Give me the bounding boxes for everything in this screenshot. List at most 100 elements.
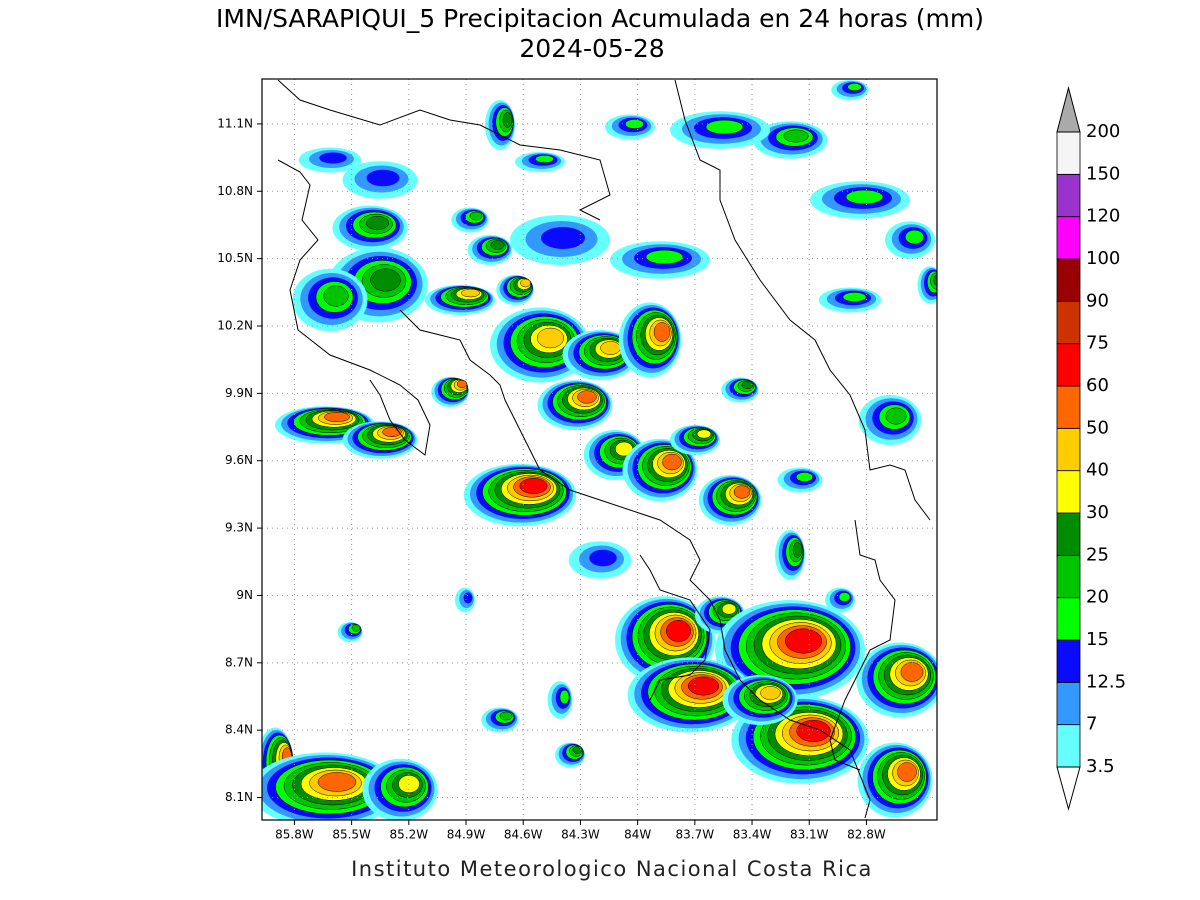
rain-cell [577,390,597,404]
coastlines [277,79,931,819]
y-tick-label: 9.3N [225,521,253,535]
rain-cell [519,478,548,494]
rain-cell [625,119,644,129]
footer: Instituto Meteorologico Nacional Costa R… [351,857,873,881]
colorbar-under [1056,766,1081,811]
rain-cell [541,227,585,249]
x-tick-label: 85.5W [332,828,371,842]
rain-cell [366,216,389,230]
colorbar-label: 12.5 [1086,671,1126,692]
rain-cell [845,189,884,205]
coastline [674,79,931,521]
colorbar-label: 200 [1086,121,1120,142]
rain-cell [733,485,751,499]
rain-cell [662,453,682,471]
rain-cell [796,720,831,742]
map-frame [261,78,938,821]
coastline [639,554,711,701]
rain-cell [351,624,361,632]
rain-cell [589,549,617,567]
rain-cell [469,211,483,221]
rain-cell [792,542,803,558]
rain-cell [842,292,867,302]
colorbar-label: 50 [1086,417,1109,438]
rain-cell [490,240,505,250]
colorbar-segment [1056,597,1081,641]
colorbar-segment [1056,681,1081,726]
rain-cell [520,278,531,288]
rain-cell [705,119,744,135]
coastline [399,309,871,819]
rain-cell [795,472,814,482]
x-tick-label: 84.3W [561,828,600,842]
rain-cell [885,407,907,425]
colorbar-label: 20 [1086,587,1109,608]
rain-cell [499,711,513,721]
y-tick-label: 9N [236,588,253,602]
rain-cell [460,288,481,298]
colorbar-label: 60 [1086,375,1109,396]
rain-cell [760,686,781,700]
y-tick-label: 10.8N [217,184,253,198]
rain-cell [721,603,737,615]
colorbar-label: 25 [1086,544,1109,565]
colorbar-label: 100 [1086,248,1120,269]
colorbar-label: 75 [1086,333,1109,354]
precipitation-field [262,80,937,820]
rain-cell [535,155,554,163]
rain-cell [370,268,401,292]
colorbar-segment [1056,300,1081,345]
x-tick-label: 84.6W [504,828,543,842]
colorbar-segment [1056,639,1081,683]
colorbar-segment [1056,258,1081,302]
rain-cell [897,762,917,782]
rain-cell [323,285,349,307]
rain-cell [838,592,851,602]
colorbar-segment [1056,724,1081,768]
colorbar-segment [1056,427,1081,472]
x-tick-label: 85.2W [390,828,429,842]
x-tick-label: 85.8W [275,828,314,842]
colorbar-segment [1056,131,1081,175]
rain-cell [905,229,924,245]
rain-cell [559,689,570,705]
colorbar-segment [1056,343,1081,387]
grid [262,79,937,820]
y-tick-label: 8.1N [225,790,253,804]
colorbar-over [1056,86,1081,133]
rain-cell [502,112,513,128]
rain-cell [653,322,671,342]
rain-cell [572,746,583,754]
x-tick-label: 84.9W [447,828,486,842]
rain-cell [900,662,924,682]
y-tick-label: 8.7N [225,655,253,669]
rain-cell [319,152,347,164]
y-tick-label: 8.4N [225,723,253,737]
rain-cell [600,341,621,355]
rain-cell [783,129,809,143]
colorbar-label: 120 [1086,206,1120,227]
rain-cell [463,592,473,604]
x-tick-label: 84W [624,828,651,842]
colorbar-label: 150 [1086,163,1120,184]
x-tick-label: 82.8W [847,828,886,842]
y-tick-label: 10.2N [217,319,253,333]
colorbar-segment [1056,173,1081,218]
rain-cell [741,381,754,389]
coastline [277,79,611,221]
y-tick-label: 10.5N [217,251,253,265]
x-tick-label: 83.1W [790,828,829,842]
rain-cell [366,169,400,187]
colorbar-label: 7 [1086,714,1097,735]
y-tick-label: 9.9N [225,386,253,400]
colorbar-label: 15 [1086,629,1109,650]
rain-cell [324,412,350,422]
colorbar-label: 3.5 [1086,756,1115,777]
colorbar-label: 30 [1086,502,1109,523]
rain-cell [933,274,937,286]
colorbar-segment [1056,216,1081,260]
colorbar: 3.5 7 12.5 15 20 25 30 40 50 60 75 90 100 120 150 200 [1056,86,1126,811]
rain-cell [457,379,467,389]
date: 2024-05-28 [519,34,664,63]
rain-cell [666,620,691,642]
